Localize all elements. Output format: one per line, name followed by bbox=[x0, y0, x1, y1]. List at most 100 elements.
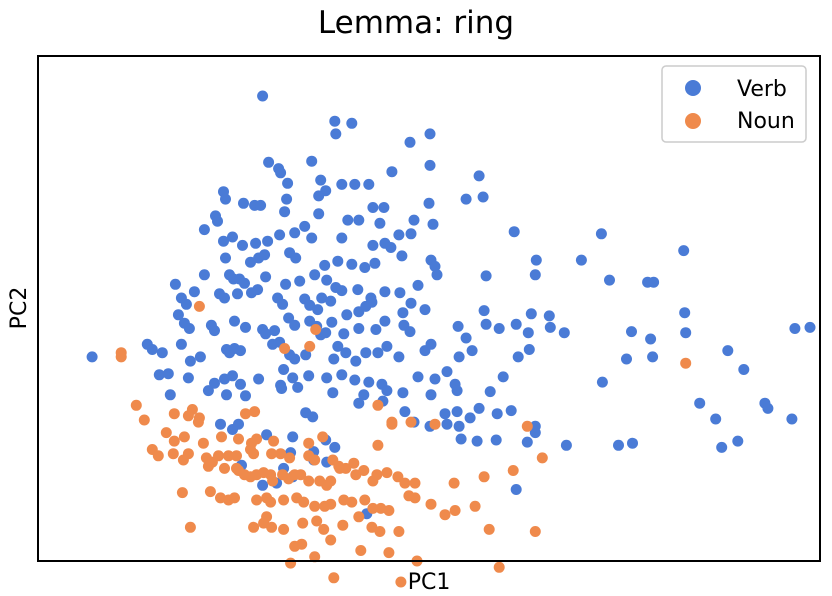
data-point-noun bbox=[328, 572, 340, 584]
data-point-verb bbox=[716, 441, 728, 453]
data-point-verb bbox=[227, 231, 238, 243]
data-point-noun bbox=[289, 540, 301, 552]
data-point-verb bbox=[512, 351, 524, 363]
data-point-noun bbox=[393, 526, 405, 537]
data-point-verb bbox=[491, 408, 503, 420]
data-point-verb bbox=[269, 325, 281, 337]
data-point-verb bbox=[424, 159, 436, 171]
data-point-verb bbox=[453, 420, 465, 432]
data-point-verb bbox=[493, 323, 505, 334]
data-point-verb bbox=[679, 307, 691, 319]
data-point-verb bbox=[543, 310, 555, 322]
data-point-verb bbox=[327, 387, 339, 399]
data-point-noun bbox=[507, 465, 519, 476]
data-point-noun bbox=[381, 467, 393, 479]
data-point-verb bbox=[218, 235, 229, 247]
data-point-verb bbox=[424, 128, 436, 140]
data-point-verb bbox=[621, 353, 632, 365]
data-point-noun bbox=[249, 406, 261, 418]
data-point-verb bbox=[164, 389, 176, 401]
data-point-verb bbox=[233, 418, 244, 430]
data-point-verb bbox=[306, 232, 318, 244]
data-point-noun bbox=[399, 477, 411, 489]
data-point-noun bbox=[197, 437, 209, 449]
data-point-verb bbox=[370, 324, 382, 335]
data-point-verb bbox=[369, 257, 381, 269]
data-point-noun bbox=[304, 340, 316, 352]
data-point-verb bbox=[198, 224, 210, 236]
data-point-verb bbox=[558, 327, 570, 339]
data-point-noun bbox=[213, 450, 224, 462]
data-point-verb bbox=[425, 389, 437, 401]
data-point-noun bbox=[168, 435, 180, 447]
data-point-noun bbox=[138, 414, 150, 426]
data-point-noun bbox=[429, 418, 441, 430]
data-point-verb bbox=[240, 321, 251, 333]
data-point-verb bbox=[289, 227, 301, 239]
data-point-verb bbox=[253, 373, 265, 385]
data-point-verb bbox=[277, 298, 289, 310]
data-point-verb bbox=[490, 434, 502, 446]
data-point-verb bbox=[379, 315, 391, 327]
data-point-verb bbox=[478, 305, 490, 317]
data-point-verb bbox=[363, 178, 375, 190]
data-point-noun bbox=[268, 435, 280, 447]
data-point-verb bbox=[694, 397, 706, 409]
data-point-verb bbox=[220, 193, 231, 205]
data-point-verb bbox=[227, 370, 238, 382]
data-point-verb bbox=[378, 202, 390, 213]
data-point-noun bbox=[386, 418, 398, 430]
data-point-noun bbox=[449, 505, 461, 516]
data-point-verb bbox=[510, 318, 522, 330]
data-point-verb bbox=[239, 277, 250, 289]
data-point-verb bbox=[86, 351, 98, 363]
data-point-verb bbox=[262, 235, 274, 247]
data-point-verb bbox=[274, 229, 286, 241]
data-point-noun bbox=[340, 462, 352, 474]
chart-title: Lemma: ring bbox=[318, 5, 514, 41]
data-point-noun bbox=[318, 523, 330, 535]
data-point-noun bbox=[279, 343, 291, 354]
data-point-verb bbox=[423, 197, 435, 209]
plot-frame bbox=[37, 55, 821, 562]
data-point-verb bbox=[560, 439, 572, 451]
data-point-verb bbox=[219, 292, 230, 304]
data-point-verb bbox=[346, 258, 358, 270]
data-point-verb bbox=[455, 433, 467, 445]
data-point-verb bbox=[235, 345, 246, 357]
data-point-verb bbox=[738, 364, 750, 375]
data-point-noun bbox=[317, 431, 329, 443]
data-point-verb bbox=[441, 418, 453, 430]
data-point-noun bbox=[383, 505, 395, 516]
data-point-verb bbox=[153, 369, 165, 381]
data-point-verb bbox=[257, 479, 269, 491]
data-point-noun bbox=[309, 551, 321, 563]
data-point-verb bbox=[341, 309, 353, 321]
data-point-verb bbox=[367, 239, 379, 251]
data-point-verb bbox=[397, 307, 409, 319]
data-point-verb bbox=[172, 309, 184, 321]
data-point-noun bbox=[483, 523, 495, 535]
data-point-verb bbox=[363, 376, 375, 388]
data-point-verb bbox=[645, 333, 657, 345]
data-point-verb bbox=[404, 326, 416, 338]
data-point-verb bbox=[710, 413, 722, 425]
data-point-verb bbox=[477, 191, 489, 203]
data-point-verb bbox=[722, 345, 734, 357]
data-point-verb bbox=[252, 284, 264, 296]
data-point-verb bbox=[183, 323, 195, 334]
data-point-verb bbox=[381, 385, 393, 397]
data-point-noun bbox=[229, 492, 240, 504]
data-point-verb bbox=[156, 347, 168, 359]
data-point-verb bbox=[313, 190, 325, 202]
points-layer bbox=[86, 90, 816, 588]
data-point-noun bbox=[536, 452, 548, 464]
data-point-verb bbox=[786, 413, 798, 425]
data-point-noun bbox=[355, 545, 367, 556]
data-point-verb bbox=[427, 218, 439, 230]
data-point-verb bbox=[372, 347, 384, 359]
data-point-verb bbox=[473, 402, 485, 414]
data-point-noun bbox=[193, 412, 205, 424]
data-point-noun bbox=[240, 408, 251, 420]
